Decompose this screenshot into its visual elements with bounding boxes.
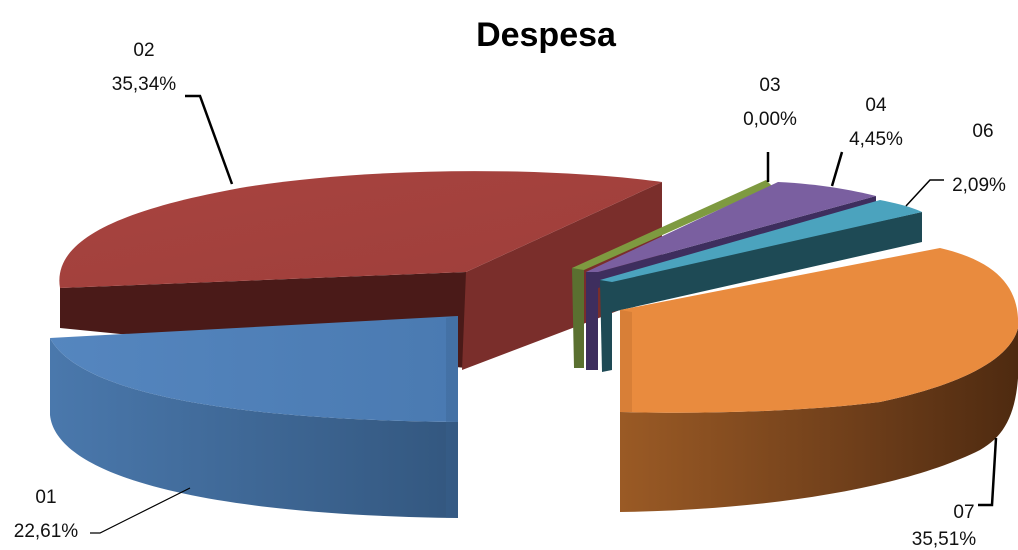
slice-03-front-face: [572, 268, 584, 368]
chart-title: Despesa: [476, 16, 617, 54]
leader-line-07: [978, 437, 998, 507]
slice-03-top-face: [572, 180, 772, 270]
slice-06: [600, 200, 922, 372]
slice-01-top-face: [50, 316, 458, 422]
slice-02-top-face: [59, 171, 663, 288]
label-03-category: 03: [759, 75, 780, 96]
leader-lines: [90, 94, 998, 534]
leader-line-02: [185, 94, 234, 185]
data-labels: 02 35,34% 01 22,61% 03 0,00% 04 4,45% 06…: [14, 40, 1006, 550]
label-02-category: 02: [133, 40, 154, 61]
label-07-category: 07: [953, 502, 974, 523]
slice-06-front-face: [600, 280, 612, 372]
slice-03: [572, 180, 772, 368]
label-04-category: 04: [865, 95, 887, 116]
label-04-value: 4,45%: [849, 129, 903, 150]
label-03-value: 0,00%: [743, 109, 797, 130]
slice-01-side-face: [50, 338, 458, 518]
leader-line-01: [90, 487, 191, 534]
leader-line-06: [905, 179, 944, 207]
label-02-value: 35,34%: [112, 74, 177, 95]
slice-04-front-face: [586, 272, 598, 370]
slice-01: [50, 316, 458, 518]
slice-01-cut-face: [446, 316, 458, 518]
slice-04-top-face: [586, 182, 876, 272]
label-01-category: 01: [35, 487, 56, 508]
slice-07: [620, 248, 1018, 512]
slice-07-side-face: [620, 328, 1018, 512]
slice-07-top-face: [620, 248, 1018, 413]
label-07-value: 35,51%: [912, 529, 977, 550]
label-01-value: 22,61%: [14, 521, 79, 542]
slice-06-right-face: [612, 212, 922, 312]
slice-02-right-face: [462, 182, 662, 370]
label-06-category: 06: [972, 121, 993, 142]
slice-07-cut-face: [620, 310, 632, 412]
label-06-value: 2,09%: [952, 175, 1006, 196]
slice-06-top-face: [600, 200, 922, 282]
leader-line-04: [830, 151, 844, 187]
